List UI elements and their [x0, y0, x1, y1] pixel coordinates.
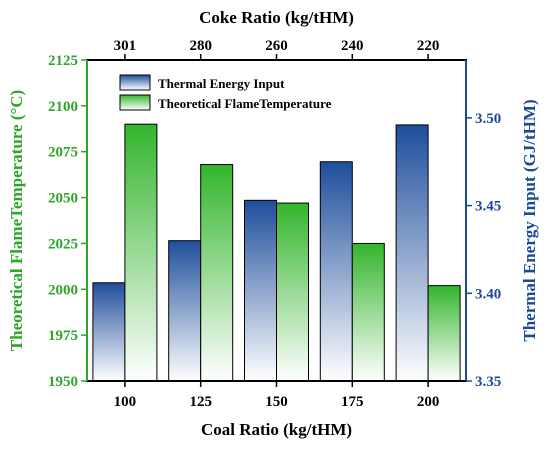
bar-thermal-energy-input-150	[244, 199, 277, 382]
legend: Thermal Energy Input Theoretical FlameTe…	[119, 74, 332, 111]
bottom-x-axis-title: Coal Ratio (kg/tHM)	[201, 420, 352, 439]
top-x-tick-label: 301	[114, 38, 137, 54]
bars-layer	[92, 123, 461, 382]
bar-thermal-energy-input-175	[319, 161, 353, 382]
right-y-tick-label: 3.50	[475, 111, 501, 127]
left-y-tick-label: 1950	[48, 374, 78, 390]
left-y-tick-label: 2125	[48, 53, 78, 69]
legend-swatch-theoretical-flame-temperature	[119, 94, 151, 111]
left-y-tick-label: 2100	[48, 99, 78, 115]
legend-label-thermal-energy-input: Thermal Energy Input	[158, 76, 285, 91]
right-y-tick-label: 3.45	[475, 199, 501, 215]
left-y-tick-label: 2000	[48, 282, 78, 298]
right-y-axis-title: Thermal Energy Input (GJ/tHM)	[520, 99, 539, 341]
top-x-tick-label: 220	[417, 38, 440, 54]
bar-theoretical-flametemperature-100	[124, 123, 158, 382]
bottom-x-tick-label: 125	[189, 394, 212, 410]
bottom-x-tick-label: 150	[265, 394, 288, 410]
bar-thermal-energy-input-200	[395, 124, 429, 382]
axes-layer: 100 301 125 280 150 260 175 240 200 220 1950 1975 20…	[48, 38, 501, 410]
right-y-tick-label: 3.40	[475, 286, 501, 302]
top-x-tick-label: 240	[341, 38, 364, 54]
left-y-tick-label: 2075	[48, 145, 78, 161]
top-x-tick-label: 280	[189, 38, 212, 54]
left-y-axis-title: Theoretical FlameTemperature (°C)	[7, 90, 26, 351]
bar-theoretical-flametemperature-150	[276, 202, 309, 382]
top-x-axis-title: Coke Ratio (kg/tHM)	[199, 8, 354, 27]
bar-thermal-energy-input-100	[92, 282, 126, 382]
left-y-tick-label: 2025	[48, 236, 78, 252]
right-y-tick-label: 3.35	[475, 374, 501, 390]
bottom-x-tick-label: 175	[341, 394, 364, 410]
bar-theoretical-flametemperature-200	[427, 285, 461, 382]
bar-theoretical-flametemperature-125	[200, 164, 234, 382]
bottom-x-tick-label: 200	[417, 394, 440, 410]
left-y-tick-label: 2050	[48, 191, 78, 207]
bar-theoretical-flametemperature-175	[351, 242, 385, 382]
top-x-tick-label: 260	[265, 38, 288, 54]
left-y-tick-label: 1975	[48, 328, 78, 344]
bar-thermal-energy-input-125	[168, 240, 202, 382]
legend-label-theoretical-flame-temperature: Theoretical FlameTemperature	[158, 96, 332, 111]
legend-swatch-thermal-energy-input	[119, 74, 151, 91]
bottom-x-tick-label: 100	[114, 394, 137, 410]
